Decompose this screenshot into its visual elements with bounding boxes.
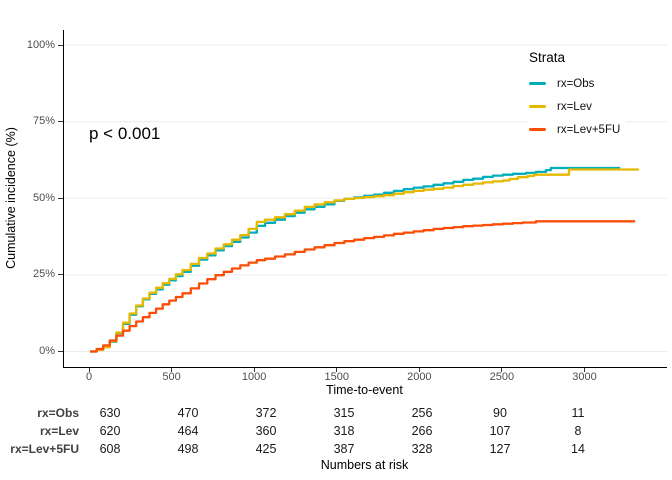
y-tick-mark <box>58 121 63 123</box>
risk-cell: 630 <box>99 406 121 420</box>
risk-row-label: rx=Lev+5FU <box>10 442 79 456</box>
risk-cell: 266 <box>411 424 433 438</box>
risk-row-label: rx=Obs <box>37 406 79 420</box>
legend: Strata rx=Obs rx=Lev rx=Lev+5FU <box>527 48 627 143</box>
numbers-at-risk-title: Numbers at risk <box>320 458 409 472</box>
x-tick-mark <box>418 368 420 372</box>
x-tick-mark <box>501 368 503 372</box>
curve-rx-obs <box>90 166 621 353</box>
legend-label: rx=Obs <box>557 77 595 90</box>
risk-cell: 107 <box>489 424 511 438</box>
curve-rx-lev-5fu <box>90 220 636 353</box>
risk-cell: 256 <box>411 406 433 420</box>
x-tick-label: 2000 <box>407 371 432 383</box>
legend-item-rx-obs: rx=Obs <box>529 72 620 95</box>
risk-cell: 8 <box>574 424 582 438</box>
legend-label: rx=Lev <box>557 100 592 113</box>
x-tick-mark <box>584 368 585 372</box>
risk-cell: 620 <box>99 424 121 438</box>
x-tick-label: 2500 <box>489 371 515 383</box>
risk-cell: 470 <box>177 406 199 420</box>
risk-cell: 498 <box>177 442 199 456</box>
legend-item-rx-lev5fu: rx=Lev+5FU <box>529 118 620 141</box>
risk-cell: 464 <box>177 424 199 438</box>
risk-cell: 90 <box>493 406 507 420</box>
y-tick-label: 75% <box>32 115 55 128</box>
x-tick-mark <box>171 368 173 372</box>
x-tick-mark <box>336 368 338 372</box>
risk-cell: 11 <box>571 406 585 420</box>
curve-rx-lev <box>90 168 639 353</box>
x-tick-mark <box>253 368 255 372</box>
legend-key-line-icon <box>529 128 546 131</box>
y-tick-mark <box>58 197 63 199</box>
x-axis-title: Time-to-event <box>326 383 403 397</box>
legend-key-line-icon <box>529 82 546 85</box>
legend-title: Strata <box>529 50 566 65</box>
y-tick-label: 100% <box>26 38 55 51</box>
x-tick-label: 0 <box>85 371 93 383</box>
x-tick-label: 500 <box>162 371 181 383</box>
y-tick-mark <box>58 351 63 352</box>
risk-cell: 608 <box>99 442 121 456</box>
risk-cell: 127 <box>489 442 511 456</box>
y-tick-label: 0% <box>39 345 55 357</box>
y-tick-label: 25% <box>32 268 55 281</box>
risk-cell: 372 <box>255 406 277 420</box>
x-tick-label: 1500 <box>324 371 349 383</box>
risk-cell: 387 <box>333 442 355 456</box>
risk-cell: 14 <box>571 442 585 456</box>
risk-cell: 328 <box>411 442 433 456</box>
legend-label: rx=Lev+5FU <box>557 123 621 136</box>
legend-key-line-icon <box>529 105 546 108</box>
x-tick-label: 3000 <box>572 371 597 383</box>
legend-item-rx-lev: rx=Lev <box>529 95 620 118</box>
risk-cell: 425 <box>255 442 277 456</box>
risk-cell: 315 <box>333 406 355 420</box>
risk-cell: 360 <box>255 424 277 438</box>
y-tick-label: 50% <box>32 191 55 204</box>
risk-cell: 318 <box>333 424 355 438</box>
risk-row-label: rx=Lev <box>39 424 79 438</box>
p-value-annotation: p < 0.001 <box>89 124 161 143</box>
y-tick-mark <box>58 274 63 276</box>
y-tick-mark <box>58 44 63 46</box>
x-tick-mark <box>88 368 90 372</box>
x-tick-label: 1000 <box>241 371 267 383</box>
